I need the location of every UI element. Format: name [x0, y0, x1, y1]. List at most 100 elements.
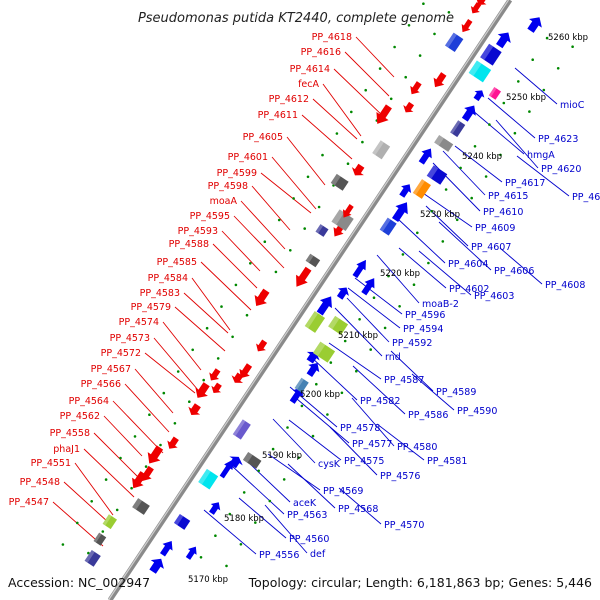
- guide-dot: [401, 253, 405, 256]
- guide-dot: [306, 175, 310, 179]
- gene-box: [305, 253, 321, 268]
- guide-dot: [355, 369, 358, 373]
- guide-dot: [404, 75, 408, 79]
- guide-dot: [268, 499, 272, 503]
- gene-arrow: [391, 202, 408, 223]
- guide-dot: [350, 110, 353, 114]
- gene-label-left: moaA: [210, 196, 238, 207]
- gene-arrow: [316, 296, 332, 316]
- guide-dot: [441, 240, 445, 243]
- gene-label-right: moaB-2: [422, 299, 459, 310]
- gene-box: [198, 468, 219, 490]
- gene-label-left: PP_4574: [119, 317, 159, 328]
- guide-dot: [225, 564, 228, 568]
- guide-dot: [346, 162, 350, 165]
- guide-dot: [282, 478, 286, 481]
- gene-label-left: PP_4598: [208, 181, 248, 192]
- leader-line-right: [471, 109, 525, 155]
- leader-line-left: [260, 172, 312, 214]
- gene-label-right: PP_4556: [259, 550, 299, 561]
- leader-line-right: [267, 453, 321, 491]
- gene-label-right: PP_4617: [505, 178, 545, 189]
- guide-dot: [488, 123, 491, 126]
- guide-dot: [202, 378, 205, 382]
- gene-label-left: phaJ1: [53, 444, 80, 455]
- guide-dot: [234, 283, 238, 287]
- leader-line-left: [112, 400, 164, 454]
- guide-dot: [292, 197, 295, 200]
- gene-label-right: def: [310, 549, 326, 560]
- gene-label-right: PP_4603: [474, 291, 514, 302]
- gene-features: [84, 0, 542, 574]
- kbp-tick-label: 5230 kbp: [420, 210, 460, 220]
- gene-arrow: [147, 445, 164, 464]
- gene-arrow: [141, 465, 154, 481]
- gene-arrow: [209, 502, 221, 515]
- genome-backbone: [107, 0, 513, 600]
- accession-label: Accession: NC_002947: [8, 575, 150, 590]
- leader-line-right: [376, 423, 425, 461]
- gene-box: [294, 377, 309, 393]
- gene-label-left: PP_4616: [301, 47, 341, 58]
- guide-dot: [87, 551, 90, 555]
- guide-dot: [433, 32, 436, 36]
- gene-label-right: PP_4620: [541, 164, 581, 175]
- gene-label-right: aceK: [293, 498, 317, 509]
- leader-line-left: [344, 51, 390, 97]
- guide-dot: [286, 426, 289, 429]
- gene-label-right: PP_4594: [403, 324, 443, 335]
- leader-line-right: [203, 509, 257, 555]
- kbp-tick-label: 5250 kbp: [506, 93, 546, 103]
- kbp-tick-label: 5220 kbp: [380, 269, 420, 279]
- gene-arrow: [403, 101, 415, 113]
- guide-dot: [499, 153, 502, 157]
- guide-dot: [311, 434, 315, 438]
- kbp-tick-label: 5200 kbp: [300, 390, 340, 400]
- gene-label-left: PP_4558: [50, 428, 90, 439]
- gene-arrow: [342, 204, 354, 218]
- leader-line-right: [338, 487, 382, 525]
- gene-box: [372, 140, 391, 160]
- leader-line-left: [74, 462, 114, 516]
- guide-dot: [387, 274, 390, 278]
- guide-dot: [289, 249, 292, 252]
- guide-dot: [398, 305, 401, 308]
- leader-line-left: [174, 306, 226, 352]
- gene-label-left: PP_4601: [228, 152, 268, 163]
- guide-dot: [133, 435, 137, 438]
- gene-arrow: [231, 372, 244, 383]
- gene-label-right: hmgA: [527, 150, 555, 161]
- gene-arrow: [229, 456, 243, 469]
- gene-box: [304, 311, 326, 333]
- leader-line-right: [425, 205, 469, 247]
- kbp-tick-label: 5210 kbp: [338, 331, 378, 341]
- leader-line-left: [355, 36, 395, 78]
- gene-arrow: [476, 0, 488, 6]
- guide-dot: [144, 465, 148, 468]
- leader-line-left: [221, 230, 261, 272]
- gene-label-left: PP_4579: [131, 302, 171, 313]
- leader-line-right: [398, 247, 447, 289]
- gene-label-left: PP_4588: [169, 239, 209, 250]
- leader-line-right: [397, 218, 446, 264]
- gene-arrow: [188, 403, 201, 416]
- gene-label-right: PP_4570: [384, 520, 424, 531]
- leader-line-left: [52, 501, 104, 547]
- leader-line-left: [93, 432, 139, 478]
- guide-dot: [364, 88, 368, 92]
- guide-dot: [317, 205, 321, 209]
- guide-dot: [191, 348, 194, 352]
- gene-label-left: PP_4572: [101, 348, 141, 359]
- guide-dot: [61, 543, 65, 546]
- gene-arrow: [410, 81, 422, 95]
- guide-dot: [277, 218, 281, 222]
- leader-line-left: [162, 321, 202, 371]
- gene-label-right: PP_4575: [344, 456, 384, 467]
- guide-dot: [389, 97, 393, 101]
- gene-box: [232, 419, 251, 440]
- leader-line-left: [271, 156, 317, 210]
- guide-dot: [188, 400, 191, 404]
- guide-dot: [315, 382, 318, 386]
- gene-label-right: PP_4596: [405, 310, 445, 321]
